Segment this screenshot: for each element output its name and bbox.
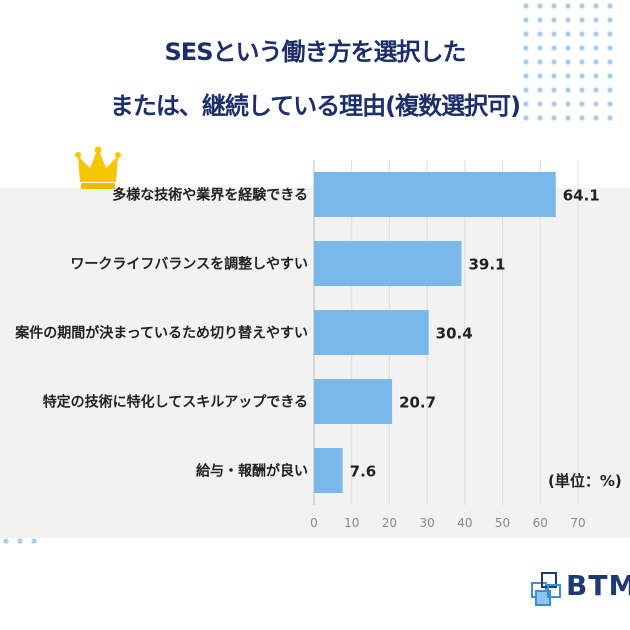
dot	[579, 101, 585, 107]
dot	[537, 73, 543, 79]
dot	[537, 115, 543, 121]
dot	[537, 31, 543, 37]
dot	[523, 17, 529, 23]
dot	[579, 31, 585, 37]
dot	[607, 87, 613, 93]
dot	[579, 59, 585, 65]
chart-title-line-1: SESという働き方を選択した	[164, 38, 467, 66]
dot	[565, 73, 571, 79]
value-label: 20.7	[399, 394, 436, 412]
bar	[314, 379, 393, 424]
value-label: 30.4	[436, 325, 473, 343]
x-tick-label: 30	[420, 516, 435, 530]
dot	[565, 3, 571, 9]
category-label: 案件の期間が決まっているため切り替えやすい	[14, 325, 308, 342]
dot	[523, 115, 529, 121]
dot	[565, 87, 571, 93]
x-tick-label: 10	[344, 516, 359, 530]
dot	[607, 101, 613, 107]
dot	[607, 17, 613, 23]
value-label: 64.1	[563, 187, 600, 205]
unit-label: (単位：%)	[548, 472, 622, 490]
dot	[31, 538, 37, 544]
dot	[551, 17, 557, 23]
category-label: 多様な技術や業界を経験できる	[112, 187, 308, 204]
x-tick-label: 60	[533, 516, 548, 530]
dot	[551, 115, 557, 121]
dot	[523, 101, 529, 107]
dot	[565, 115, 571, 121]
dot	[579, 115, 585, 121]
bar	[314, 448, 343, 493]
x-tick-label: 50	[495, 516, 510, 530]
dot	[593, 115, 599, 121]
dot	[565, 45, 571, 51]
dot	[607, 73, 613, 79]
dot	[523, 45, 529, 51]
dot	[551, 45, 557, 51]
dot	[565, 31, 571, 37]
value-label: 7.6	[350, 463, 377, 481]
dot	[579, 73, 585, 79]
bar	[314, 172, 556, 217]
dot	[537, 3, 543, 9]
category-label: 特定の技術に特化してスキルアップできる	[43, 394, 308, 411]
dot	[565, 59, 571, 65]
dot	[579, 45, 585, 51]
dot	[593, 59, 599, 65]
dot	[607, 59, 613, 65]
dot	[523, 59, 529, 65]
dot	[607, 115, 613, 121]
dot	[593, 45, 599, 51]
chart-title-line-2: または、継続している理由(複数選択可)	[109, 92, 521, 120]
dot	[537, 87, 543, 93]
dot	[607, 45, 613, 51]
dot	[593, 73, 599, 79]
dot	[551, 3, 557, 9]
x-tick-label: 40	[457, 516, 472, 530]
dot	[565, 101, 571, 107]
dot	[537, 101, 543, 107]
dot-pattern-top-right	[520, 0, 630, 130]
dot	[607, 31, 613, 37]
x-tick-label: 0	[310, 516, 318, 530]
dot	[537, 45, 543, 51]
category-label: ワークライフバランスを調整しやすい	[70, 256, 308, 273]
category-label: 給与・報酬が良い	[196, 463, 308, 480]
btm-logo: BTM	[530, 565, 630, 609]
dot	[593, 3, 599, 9]
dot	[551, 87, 557, 93]
dot	[537, 59, 543, 65]
dot	[565, 17, 571, 23]
dot	[551, 101, 557, 107]
dot-grid	[523, 3, 613, 121]
dot	[523, 87, 529, 93]
dot	[3, 538, 9, 544]
x-tick-label: 20	[382, 516, 397, 530]
dot	[551, 59, 557, 65]
dot	[523, 73, 529, 79]
bar	[314, 241, 462, 286]
dot	[523, 31, 529, 37]
dot	[537, 17, 543, 23]
value-label: 39.1	[468, 256, 505, 274]
x-tick-label: 70	[570, 516, 585, 530]
dot	[551, 31, 557, 37]
bar	[314, 310, 429, 355]
logo-text: BTM	[566, 569, 630, 602]
crown-icon	[75, 146, 121, 189]
dot	[523, 3, 529, 9]
dot	[593, 17, 599, 23]
dot	[593, 31, 599, 37]
dot	[551, 73, 557, 79]
dot	[593, 87, 599, 93]
dot	[579, 17, 585, 23]
cube-stack-icon	[531, 572, 561, 606]
dot	[579, 3, 585, 9]
dot	[579, 87, 585, 93]
dot	[607, 3, 613, 9]
dot	[593, 101, 599, 107]
dot	[17, 538, 23, 544]
